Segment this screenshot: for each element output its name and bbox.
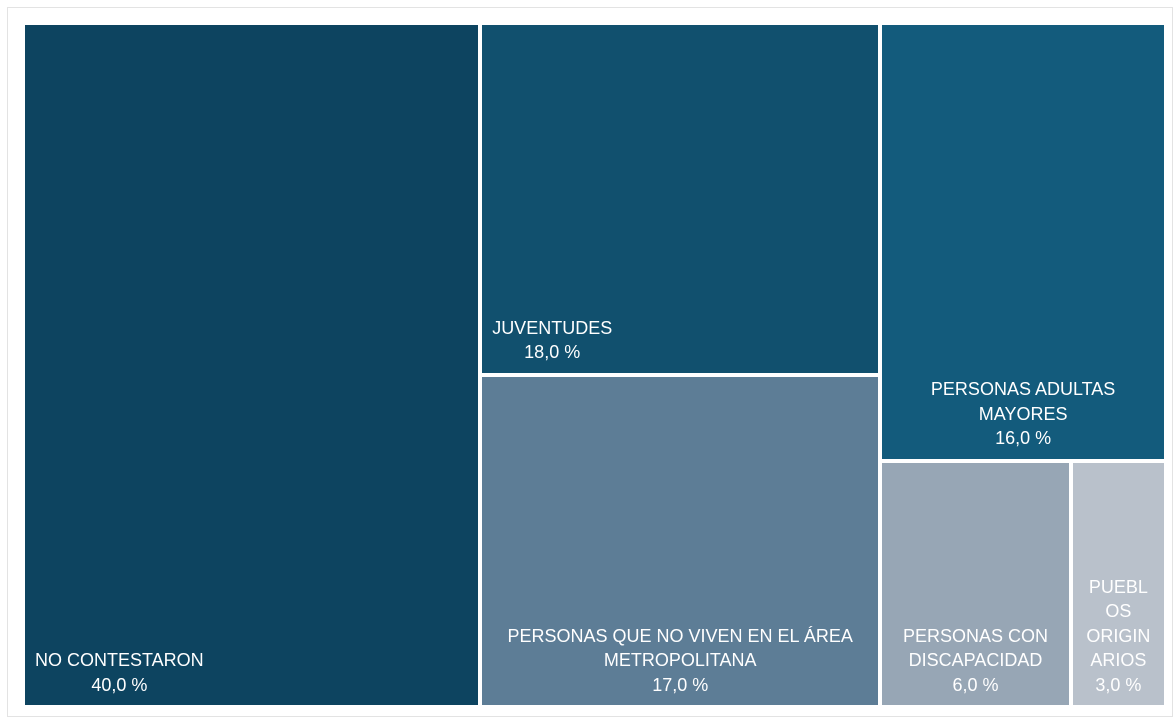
tile-label: PERSONAS CON DISCAPACIDAD 6,0 % bbox=[892, 624, 1059, 697]
tile-label: JUVENTUDES 18,0 % bbox=[492, 316, 612, 365]
tile-label: PERSONAS ADULTAS MAYORES 16,0 % bbox=[892, 377, 1154, 450]
category-name: PERSONAS QUE NO VIVEN EN EL ÁREA METROPO… bbox=[507, 625, 853, 671]
category-name: PERSONAS ADULTAS MAYORES bbox=[930, 379, 1116, 424]
tile-label: PERSONAS QUE NO VIVEN EN EL ÁREA METROPO… bbox=[492, 624, 868, 697]
value-label: 3,0 % bbox=[1095, 674, 1142, 695]
category-name: NO CONTESTARON bbox=[35, 650, 204, 671]
tile-label: PUEBLOS ORIGINARIOS 3,0 % bbox=[1083, 575, 1154, 697]
tile-label: NO CONTESTARON 40,0 % bbox=[35, 648, 204, 697]
category-name: PUEBLOS ORIGINARIOS bbox=[1086, 576, 1151, 671]
value-label: 6,0 % bbox=[952, 674, 999, 695]
category-name: JUVENTUDES bbox=[492, 317, 613, 338]
tile: NO CONTESTARON 40,0 % bbox=[25, 25, 479, 705]
value-label: 16,0 % bbox=[995, 428, 1052, 449]
category-name: PERSONAS CON DISCAPACIDAD bbox=[902, 625, 1049, 671]
tile: PERSONAS ADULTAS MAYORES 16,0 % bbox=[882, 25, 1164, 459]
tile: PERSONAS CON DISCAPACIDAD 6,0 % bbox=[882, 462, 1069, 705]
tile: PUEBLOS ORIGINARIOS 3,0 % bbox=[1072, 462, 1164, 705]
chart-frame bbox=[7, 7, 1173, 717]
value-label: 40,0 % bbox=[91, 674, 148, 695]
tile: PERSONAS QUE NO VIVEN EN EL ÁREA METROPO… bbox=[482, 376, 879, 705]
tile: JUVENTUDES 18,0 % bbox=[482, 25, 879, 373]
value-label: 18,0 % bbox=[524, 342, 581, 363]
value-label: 17,0 % bbox=[652, 674, 709, 695]
treemap: NO CONTESTARON 40,0 % JUVENTUDES 18,0 % PERS… bbox=[23, 23, 1166, 707]
